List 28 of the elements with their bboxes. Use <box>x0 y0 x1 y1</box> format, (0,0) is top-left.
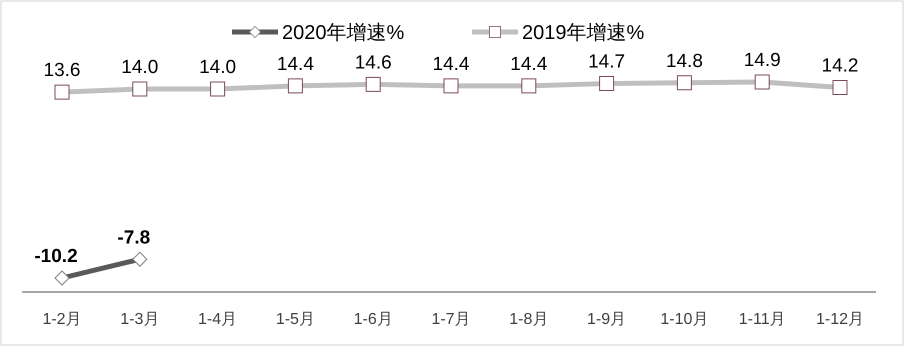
x-tick-label: 1-2月 <box>42 311 82 328</box>
data-label: -10.2 <box>34 246 78 267</box>
data-label: 14.4 <box>510 54 548 75</box>
data-label: 14.4 <box>432 54 470 75</box>
data-label: 14.2 <box>822 55 858 76</box>
legend-label: 2020年增速% <box>282 22 404 44</box>
x-tick-label: 1-6月 <box>354 311 393 328</box>
data-label: 14.8 <box>666 50 703 72</box>
x-tick-label: 1-10月 <box>660 311 708 328</box>
x-tick-label: 1-9月 <box>587 311 626 328</box>
x-tick-label: 1-12月 <box>816 311 864 328</box>
data-label: 14.0 <box>199 57 236 78</box>
point <box>132 252 148 267</box>
x-tick-label: 1-11月 <box>738 311 786 328</box>
data-label: 14.4 <box>276 54 314 75</box>
data-label: 14.7 <box>588 52 626 73</box>
data-label: 14.6 <box>354 52 392 74</box>
x-tick-label: 1-8月 <box>509 311 548 328</box>
data-label: 13.6 <box>44 60 80 82</box>
x-tick-label: 1-4月 <box>198 311 238 328</box>
data-label: 14.9 <box>744 50 781 71</box>
data-label: 14.0 <box>121 57 158 78</box>
x-tick-label: 1-7月 <box>431 311 471 328</box>
x-tick-label: 1-5月 <box>276 311 315 328</box>
legend-label: 2019年增速% <box>522 22 644 44</box>
data-label: -7.8 <box>117 227 150 248</box>
x-tick-label: 1-3月 <box>120 311 160 328</box>
point <box>54 270 70 286</box>
